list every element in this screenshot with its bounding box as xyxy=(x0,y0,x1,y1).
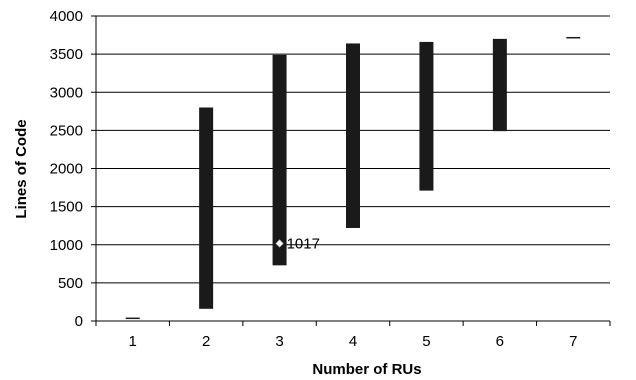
x-tick-label: 2 xyxy=(202,333,210,350)
range-bar xyxy=(272,54,287,266)
x-tick-label: 6 xyxy=(496,333,504,350)
y-tick-label: 1500 xyxy=(50,199,83,216)
range-bars xyxy=(125,36,581,320)
range-bar xyxy=(199,107,214,309)
x-tick-label: 1 xyxy=(129,333,137,350)
range-bar xyxy=(492,38,507,132)
range-bar xyxy=(419,41,434,191)
range-bar xyxy=(125,317,140,320)
x-tick-label: 7 xyxy=(569,333,577,350)
y-tick-label: 3500 xyxy=(50,46,83,63)
annotation-label: 1017 xyxy=(287,235,320,252)
y-tick-label: 4000 xyxy=(50,8,83,25)
x-tick-labels: 1 2 3 4 5 6 7 xyxy=(129,333,578,350)
y-tick-label: 500 xyxy=(58,275,83,292)
y-axis-title: Lines of Code xyxy=(13,119,30,218)
y-tick-labels: 0 500 1000 1500 2000 2500 3000 3500 4000 xyxy=(50,8,83,330)
y-tick-label: 0 xyxy=(75,313,83,330)
x-tick-label: 4 xyxy=(349,333,357,350)
annotation-marker xyxy=(275,239,284,248)
x-tick-label: 3 xyxy=(275,333,283,350)
range-bar xyxy=(346,43,360,228)
y-tick-label: 2000 xyxy=(50,161,83,178)
y-tick-label: 1000 xyxy=(50,237,83,254)
y-tick-label: 2500 xyxy=(50,122,83,139)
annotations: 1017 xyxy=(275,235,320,252)
y-tick-label: 3000 xyxy=(50,84,83,101)
x-axis-title: Number of RUs xyxy=(312,361,421,378)
range-bar xyxy=(566,36,581,39)
axes xyxy=(91,15,611,326)
x-tick-label: 5 xyxy=(422,333,430,350)
